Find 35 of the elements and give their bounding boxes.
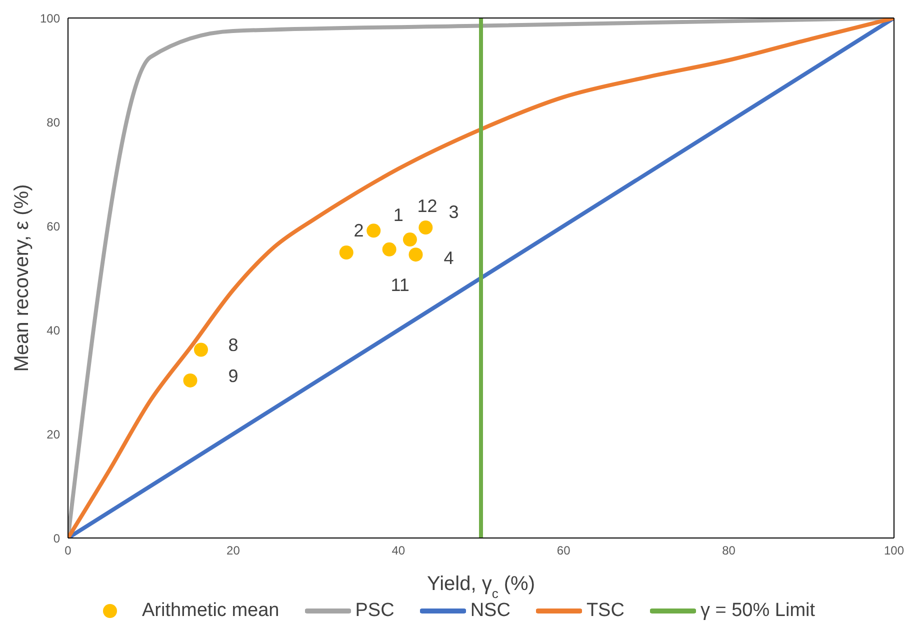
annotation: 3 [448, 202, 459, 222]
x-tick-label: 100 [884, 544, 904, 558]
y-tick-label: 0 [53, 531, 60, 546]
y-tick-label: 80 [46, 115, 60, 130]
x-tick-label: 40 [392, 544, 406, 558]
point [382, 242, 396, 256]
point [402, 232, 417, 247]
x-tick-label: 0 [64, 544, 72, 558]
x-tick-label: 60 [556, 544, 571, 558]
y-axis-title: Mean recovery, ε (%) [11, 184, 33, 372]
legend-label: PSC [355, 600, 394, 622]
x-tick-label: 80 [722, 544, 736, 558]
annotation: 1 [393, 205, 404, 226]
point [183, 373, 198, 388]
annotation: 11 [390, 274, 410, 295]
point [418, 220, 433, 235]
annotation: 12 [417, 196, 438, 216]
x-axis-title: Yield, γ$_{c}$ (%) [426, 573, 536, 600]
legend-label: TSC [586, 600, 624, 622]
y-tick-label: 40 [46, 323, 60, 338]
y-tick-label: 20 [46, 427, 60, 442]
point [366, 224, 381, 238]
legend-label: γ = 50% Limit [700, 600, 816, 622]
point [194, 342, 208, 357]
point [339, 246, 354, 260]
y-tick-label: 60 [46, 219, 60, 234]
annotation: 4 [444, 248, 454, 268]
annotation: 9 [228, 366, 238, 386]
y-tick-label: 100 [40, 11, 60, 26]
annotation: 2 [354, 220, 364, 241]
legend-label: NSC [470, 600, 510, 622]
legend-label: Arithmetic mean [142, 600, 280, 622]
x-tick-label: 20 [226, 544, 240, 558]
annotation: 8 [228, 335, 238, 356]
point [408, 248, 423, 262]
